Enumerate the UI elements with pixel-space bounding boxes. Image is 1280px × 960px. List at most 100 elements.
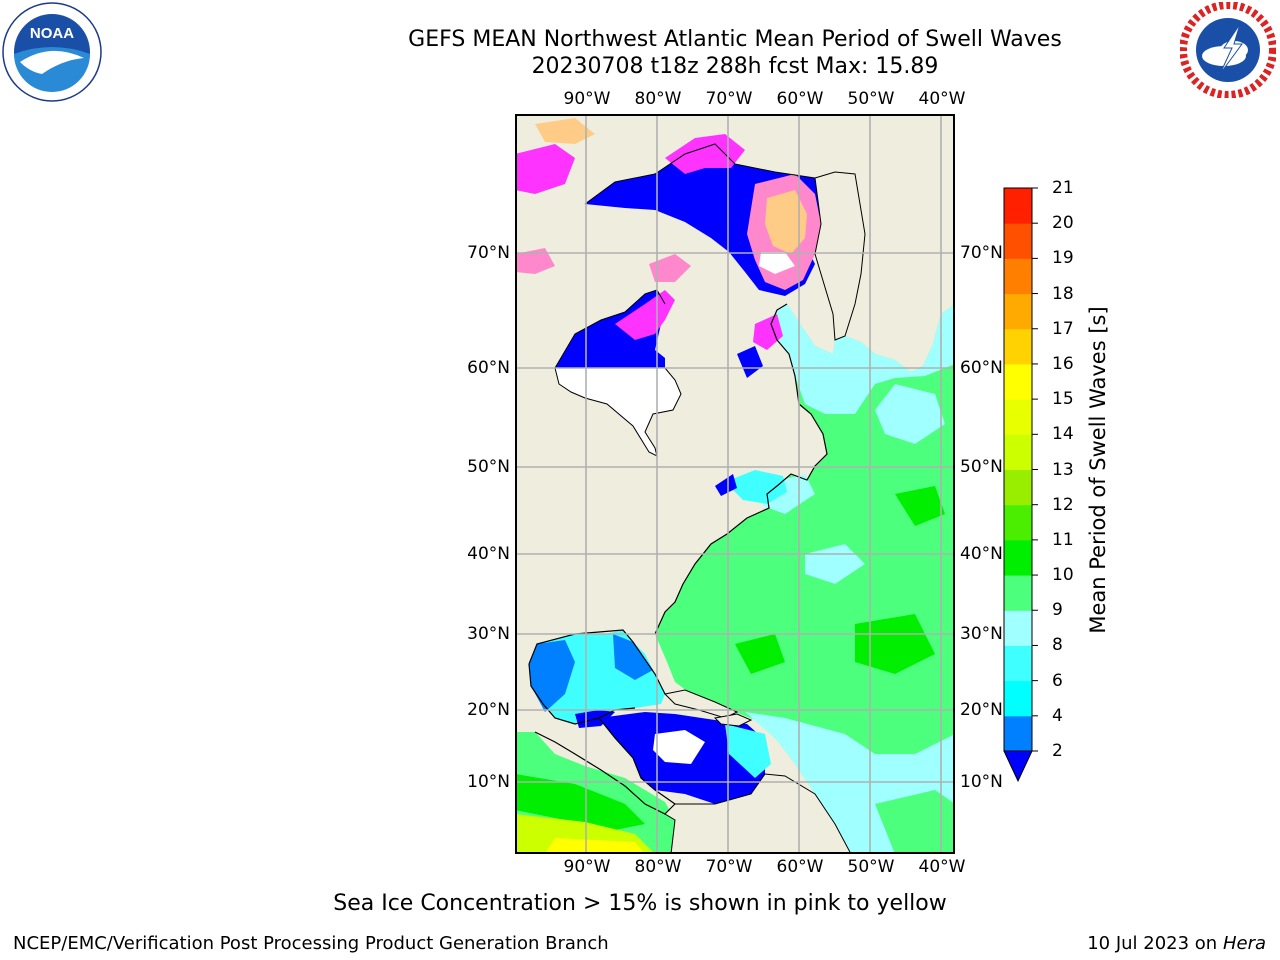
- footer-branch: NCEP/EMC/Verification Post Processing Pr…: [13, 933, 609, 954]
- caribbean-no-data: [653, 730, 705, 764]
- colorbar-swatch: [1004, 223, 1032, 259]
- lon-label-top-40w: 40°W: [918, 89, 966, 109]
- baffin-bay-ice-orange: [765, 190, 807, 254]
- st-lawrence-water: [725, 470, 787, 504]
- colorbar-extend-arrow: [1003, 750, 1033, 783]
- lat-label-right-30n: 30°N: [960, 624, 1003, 644]
- colorbar-swatch: [1004, 363, 1032, 400]
- labrador-coast-blue: [737, 346, 763, 378]
- colorbar-tick-label: 20: [1052, 213, 1074, 234]
- lon-label-top-80w: 80°W: [634, 89, 682, 109]
- lon-label-top-70w: 70°W: [705, 89, 753, 109]
- pacific-green: [515, 774, 645, 830]
- colorbar-swatch: [1004, 539, 1032, 576]
- map-title: GEFS MEAN Northwest Atlantic Mean Period…: [408, 27, 1062, 52]
- map-plot: [515, 114, 955, 854]
- colorbar-swatch: [1004, 469, 1032, 506]
- colorbar-tick-label: 8: [1052, 635, 1063, 656]
- colorbar-swatch: [1004, 504, 1032, 541]
- ocean-cyan-patch-1: [875, 384, 945, 444]
- lat-label-right-20n: 20°N: [960, 700, 1003, 720]
- noaa-logo: NOAA: [2, 2, 102, 102]
- lat-label-left-10n: 10°N: [467, 772, 510, 792]
- hudson-strait-ice: [615, 290, 675, 340]
- map-gridlines: [515, 114, 955, 854]
- colorbar-tick-label: 12: [1052, 494, 1074, 515]
- lon-label-bottom-70w: 70°W: [705, 857, 753, 877]
- caribbean-cyan: [725, 724, 771, 778]
- lat-label-left-50n: 50°N: [467, 457, 510, 477]
- colorbar-tick-label: 19: [1052, 248, 1074, 269]
- ocean-green-patch-south: [875, 790, 955, 854]
- arctic-ice-3: [515, 248, 555, 274]
- lon-label-top-50w: 50°W: [847, 89, 895, 109]
- foxe-basin-ice: [649, 254, 691, 282]
- ocean-green-patch-3: [895, 486, 945, 526]
- lon-label-bottom-90w: 90°W: [563, 857, 611, 877]
- lat-label-right-50n: 50°N: [960, 457, 1003, 477]
- ocean-green-patch-2: [735, 634, 785, 674]
- footer-host: Hera: [1222, 933, 1266, 954]
- noaa-logo-text: NOAA: [30, 25, 74, 42]
- colorbar-swatch: [1004, 399, 1032, 435]
- ocean-cyan-band-north: [771, 304, 955, 414]
- footer-date: 10 Jul 2023 on Hera: [1087, 933, 1266, 954]
- colorbar-swatch: [1004, 610, 1032, 646]
- lon-label-bottom-50w: 50°W: [847, 857, 895, 877]
- arctic-ice-2: [535, 118, 595, 144]
- lat-label-left-40n: 40°N: [467, 544, 510, 564]
- colorbar-swatch: [1004, 715, 1032, 752]
- lat-label-right-70n: 70°N: [960, 243, 1003, 263]
- colorbar-swatch: [1004, 645, 1032, 682]
- colorbar-tick-label: 2: [1052, 741, 1063, 761]
- colorbar-tick-label: 15: [1052, 389, 1074, 410]
- colorbar-tick-label: 9: [1052, 600, 1063, 621]
- greenland-coast: [814, 171, 866, 341]
- south-america-coastline: [664, 773, 852, 854]
- labrador-coast-ice: [753, 314, 783, 350]
- colorbar-swatch: [1004, 188, 1032, 224]
- hispaniola-coastline: [713, 713, 753, 727]
- atlantic-ocean: [655, 304, 955, 854]
- colorbar-swatch: [1004, 575, 1032, 611]
- colorbar-tick-label: 16: [1052, 353, 1074, 374]
- lon-label-top-90w: 90°W: [563, 89, 611, 109]
- colorbar-swatch: [1004, 328, 1032, 365]
- baffin-coastline: [584, 143, 816, 205]
- lat-label-left-20n: 20°N: [467, 700, 510, 720]
- colorbar-tick-label: 11: [1052, 529, 1074, 550]
- lat-label-right-10n: 10°N: [960, 772, 1003, 792]
- map-subtitle: 20230708 t18z 288h fcst Max: 15.89: [531, 54, 939, 79]
- ocean-green-patch-1: [855, 614, 935, 674]
- lat-label-right-40n: 40°N: [960, 544, 1003, 564]
- lon-label-bottom-80w: 80°W: [634, 857, 682, 877]
- gulf-blue-west: [529, 640, 575, 712]
- footer-date-text: 10 Jul 2023 on: [1087, 933, 1223, 954]
- colorbar: [1000, 186, 1040, 786]
- davis-strait-ice: [759, 252, 795, 274]
- lat-label-left-60n: 60°N: [467, 358, 510, 378]
- colorbar-swatch: [1004, 434, 1032, 470]
- colorbar-swatch: [1004, 258, 1032, 295]
- map-frame: [515, 114, 955, 854]
- baffin-bay-ice-pink: [665, 134, 745, 174]
- colorbar-title: Mean Period of Swell Waves [s]: [1086, 306, 1110, 634]
- colorbar-tick-label: 14: [1052, 424, 1074, 445]
- gulf-blue-east: [613, 634, 653, 680]
- st-lawrence-blue: [715, 474, 737, 496]
- nws-logo: [1179, 1, 1277, 99]
- colorbar-swatch: [1004, 293, 1032, 330]
- colorbar-tick-label: 13: [1052, 459, 1074, 480]
- colorbar-tick-label: 6: [1052, 670, 1063, 691]
- colorbar-tick-label: 17: [1052, 318, 1074, 339]
- colorbar-swatch: [1004, 680, 1032, 717]
- lon-label-bottom-40w: 40°W: [918, 857, 966, 877]
- lat-label-left-70n: 70°N: [467, 243, 510, 263]
- lat-label-left-30n: 30°N: [467, 624, 510, 644]
- pacific-yellow: [545, 838, 645, 854]
- lat-label-right-60n: 60°N: [960, 358, 1003, 378]
- colorbar-tick-label: 10: [1052, 565, 1074, 586]
- gulf-coastline: [528, 629, 666, 725]
- lon-label-top-60w: 60°W: [776, 89, 824, 109]
- colorbar-tick-label: 4: [1052, 705, 1063, 726]
